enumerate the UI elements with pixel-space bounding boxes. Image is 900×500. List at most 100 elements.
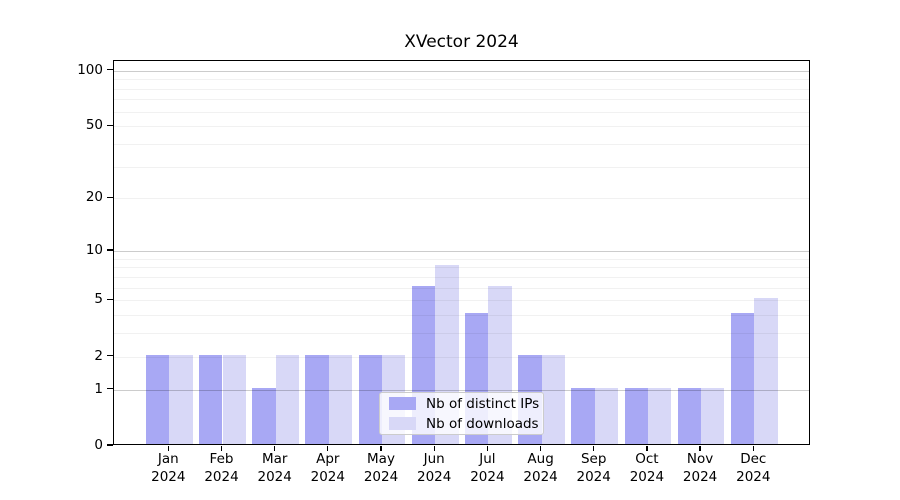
y-tick-10 [107, 249, 113, 251]
x-label-month: Sep [580, 451, 607, 467]
bar-dec-distinct-ips [730, 313, 755, 444]
bar-feb-downloads [222, 354, 246, 444]
legend: Nb of distinct IPs Nb of downloads [379, 392, 544, 435]
y-tick-50 [107, 124, 113, 126]
y-tick-1 [107, 388, 113, 390]
bar-mar-distinct-ips [252, 387, 276, 444]
y-tick-label-2: 2 [94, 347, 103, 364]
gridline-minor-8 [114, 267, 809, 269]
bar-feb-distinct-ips [199, 354, 223, 444]
bar-dec-downloads [754, 298, 778, 444]
bar-may-distinct-ips [358, 354, 382, 444]
y-tick-5 [107, 298, 113, 300]
gridline-minor-80 [114, 88, 809, 90]
gridline-major-1 [114, 389, 809, 391]
x-tick-label-feb: Feb 2024 [190, 451, 254, 486]
x-tick-label-jul: Jul 2024 [455, 451, 519, 486]
x-tick-label-aug: Aug 2024 [509, 451, 573, 486]
x-label-month: Jun [423, 451, 445, 467]
y-tick-label-50: 50 [85, 117, 103, 134]
x-label-month: Jul [479, 451, 496, 467]
gridline-minor-30 [114, 166, 809, 168]
x-label-month: Apr [316, 451, 340, 467]
bar-nov-distinct-ips [677, 387, 702, 444]
y-tick-label-10: 10 [85, 241, 103, 258]
legend-label-distinct-ips: Nb of distinct IPs [426, 395, 540, 412]
y-tick-2 [107, 355, 113, 357]
legend-swatch-downloads [389, 417, 416, 430]
y-tick-label-1: 1 [94, 380, 103, 397]
gridline-minor-40 [114, 143, 809, 145]
x-label-month: Dec [740, 451, 767, 467]
bar-mar-downloads [275, 354, 300, 444]
x-tick-mar [274, 446, 276, 451]
x-label-month: Feb [209, 451, 234, 467]
x-label-year: 2024 [470, 468, 505, 485]
bar-apr-downloads [328, 354, 353, 444]
x-tick-label-nov: Nov 2024 [668, 451, 732, 486]
bar-aug-downloads [541, 354, 565, 444]
x-tick-oct [646, 446, 648, 451]
y-tick-label-0: 0 [94, 437, 103, 453]
x-label-year: 2024 [363, 468, 399, 485]
bar-sep-downloads [594, 387, 619, 444]
plot-area [113, 60, 810, 445]
x-tick-jun [433, 446, 435, 451]
y-tick-label-100: 100 [77, 61, 103, 78]
legend-swatch-distinct-ips [389, 397, 416, 410]
x-label-year: 2024 [417, 468, 452, 485]
gridline-minor-5 [114, 300, 809, 302]
x-label-month: May [367, 451, 395, 467]
x-label-year: 2024 [151, 468, 186, 485]
x-tick-label-may: May 2024 [349, 451, 413, 486]
x-tick-label-dec: Dec 2024 [721, 451, 785, 486]
gridline-minor-60 [114, 111, 809, 113]
legend-item-distinct-ips: Nb of distinct IPs [389, 396, 539, 412]
bar-apr-distinct-ips [305, 354, 329, 444]
x-tick-label-jan: Jan 2024 [136, 451, 200, 486]
x-tick-sep [593, 446, 595, 451]
x-tick-aug [539, 446, 542, 451]
x-tick-may [380, 446, 382, 451]
bar-jan-downloads [169, 354, 193, 444]
gridline-minor-2 [114, 356, 809, 358]
gridline-minor-9 [114, 258, 809, 260]
x-tick-nov [699, 446, 701, 451]
gridline-major-10 [114, 250, 809, 252]
bar-oct-distinct-ips [624, 387, 648, 444]
x-label-year: 2024 [204, 468, 239, 485]
x-tick-jan [167, 446, 169, 451]
x-tick-apr [327, 446, 329, 451]
bar-sep-distinct-ips [571, 387, 595, 444]
gridline-minor-70 [114, 99, 809, 101]
gridline-minor-4 [114, 315, 809, 317]
x-label-year: 2024 [257, 468, 292, 485]
x-label-year: 2024 [523, 468, 558, 485]
x-tick-label-jun: Jun 2024 [402, 451, 466, 486]
gridline-minor-3 [114, 333, 809, 335]
x-tick-label-apr: Apr 2024 [296, 451, 360, 486]
x-label-year: 2024 [629, 468, 665, 485]
x-tick-label-sep: Sep 2024 [562, 451, 626, 486]
y-tick-20 [107, 196, 113, 198]
x-label-month: Mar [261, 451, 288, 467]
x-label-year: 2024 [682, 468, 718, 485]
x-label-month: Oct [635, 451, 659, 467]
bar-jan-distinct-ips [145, 354, 170, 444]
legend-label-downloads: Nb of downloads [426, 415, 539, 432]
x-label-month: Nov [686, 451, 714, 467]
y-tick-100 [107, 69, 113, 71]
gridline-major-100 [114, 70, 809, 72]
gridline-minor-50 [114, 126, 809, 128]
x-label-year: 2024 [736, 468, 771, 485]
gridline-minor-90 [114, 79, 809, 81]
x-label-month: Aug [527, 451, 554, 467]
x-label-year: 2024 [310, 468, 345, 485]
bar-oct-downloads [647, 387, 672, 444]
x-tick-feb [220, 446, 223, 451]
legend-item-downloads: Nb of downloads [389, 416, 539, 432]
bar-nov-downloads [701, 387, 725, 444]
x-label-month: Jan [157, 451, 179, 467]
x-tick-jul [486, 446, 488, 451]
